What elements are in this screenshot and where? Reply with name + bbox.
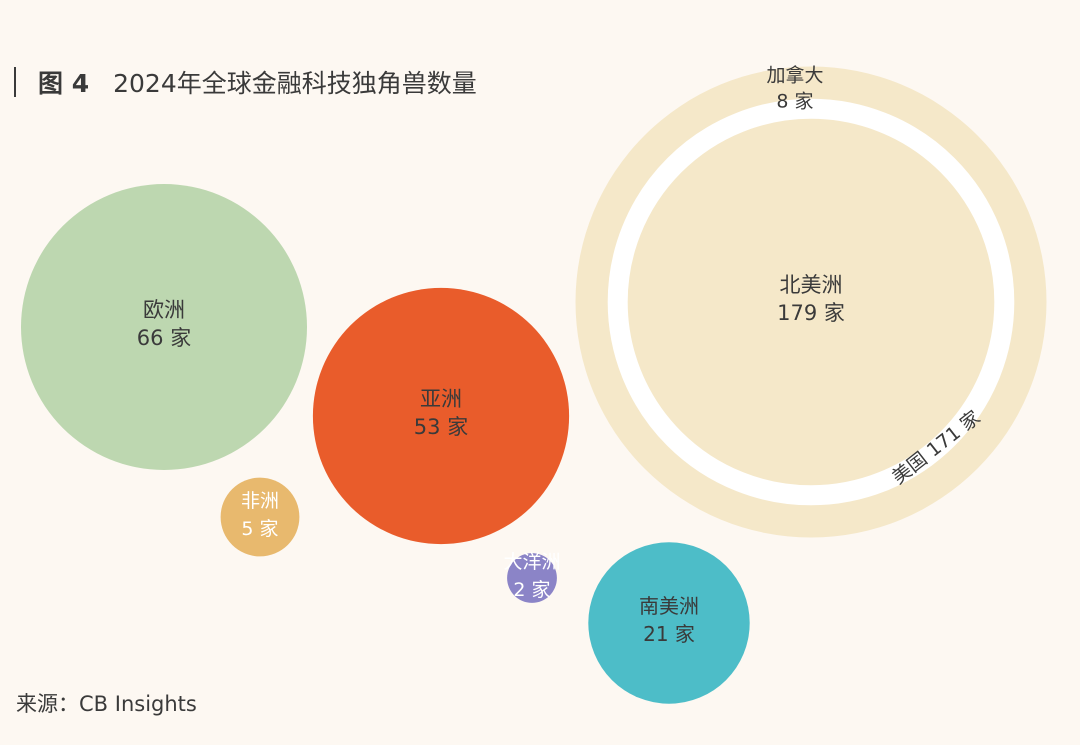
label-asia-value: 53 家	[414, 415, 468, 439]
chart-title: 2024年全球金融科技独角兽数量	[113, 69, 477, 98]
bubble-north-america	[575, 66, 1047, 538]
label-south-america-value: 21 家	[643, 622, 695, 646]
bubble-oceania	[507, 553, 557, 603]
bubble-south-america	[588, 542, 750, 704]
label-north-america-value: 179 家	[777, 301, 845, 325]
label-africa-name: 非洲	[241, 490, 279, 512]
figure-label: 图 4	[38, 69, 90, 98]
label-africa-value: 5 家	[241, 518, 278, 540]
figure-title: 图 4 2024年全球金融科技独角兽数量	[14, 62, 477, 102]
bubble-asia	[312, 287, 570, 545]
label-canada-value: 8 家	[776, 91, 813, 113]
label-europe-value: 66 家	[137, 326, 191, 350]
label-asia-name: 亚洲	[420, 387, 462, 411]
label-south-america-name: 南美洲	[639, 594, 699, 618]
label-canada-name: 加拿大	[766, 64, 823, 87]
source-note: 来源：CB Insights	[16, 692, 197, 716]
label-europe-name: 欧洲	[143, 298, 185, 322]
title-bar-divider	[14, 67, 16, 97]
bubble-europe	[21, 184, 307, 470]
label-north-america-name: 北美洲	[780, 273, 843, 297]
label-oceania-name: 大洋洲	[503, 551, 560, 573]
bubble-africa	[220, 477, 300, 557]
ring-usa	[607, 98, 1015, 506]
label-oceania-value: 2 家	[513, 579, 550, 601]
